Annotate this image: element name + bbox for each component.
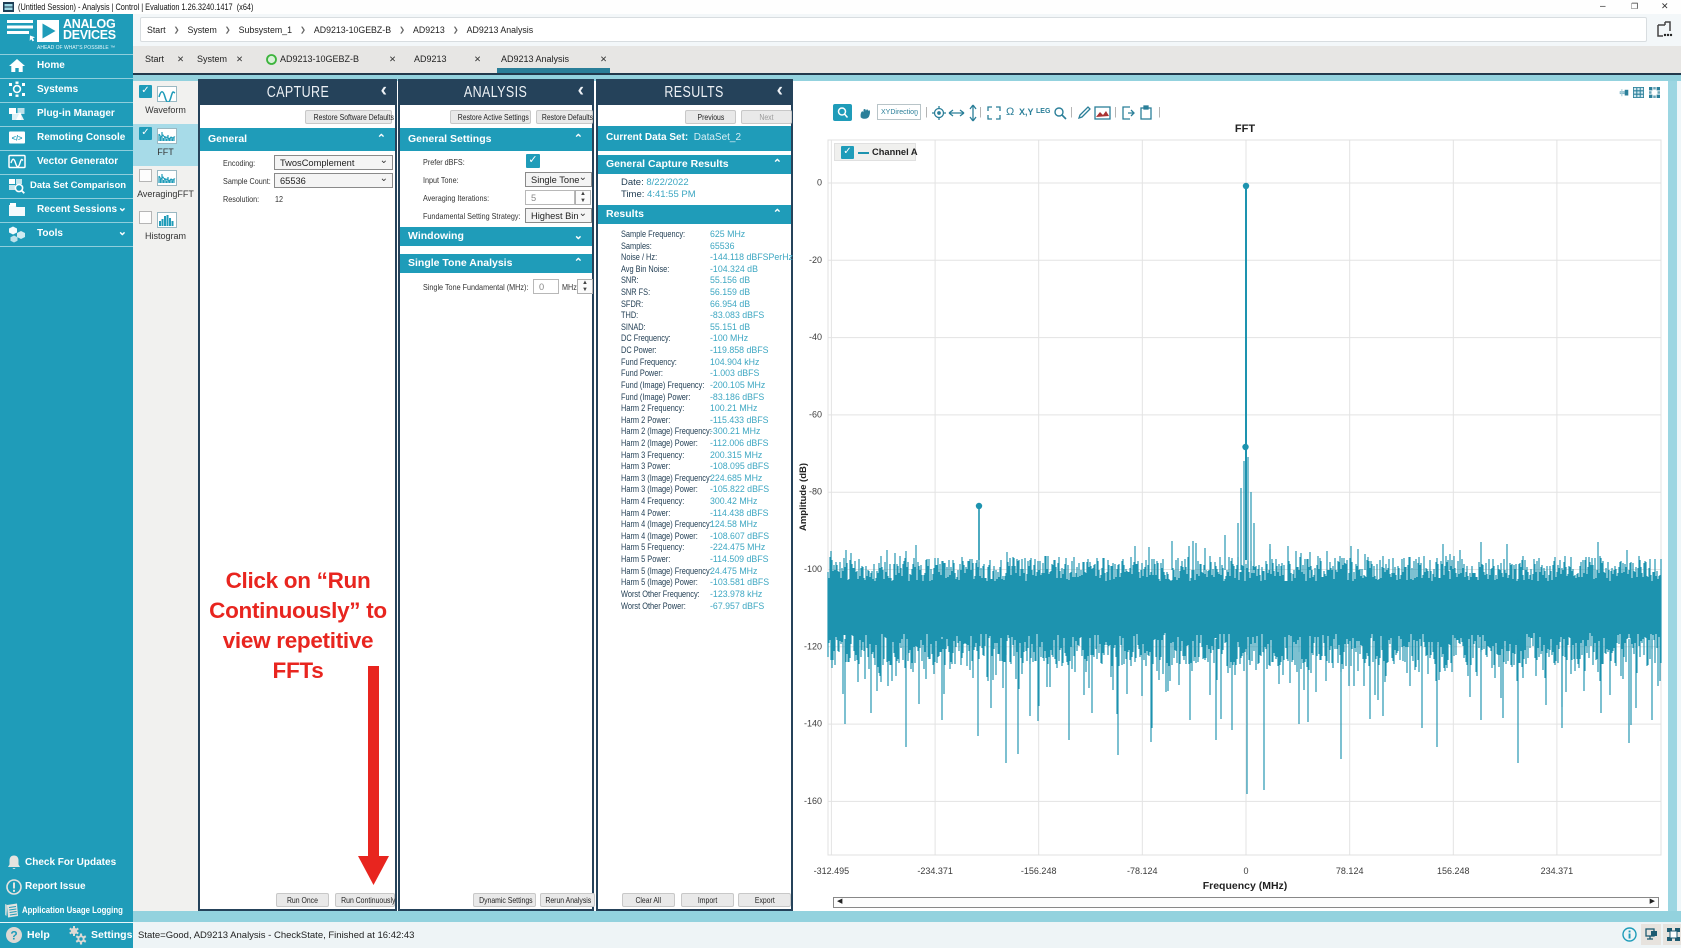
svg-text:-160: -160 (804, 796, 822, 806)
svg-text:0: 0 (817, 178, 822, 188)
svg-text:Frequency (MHz): Frequency (MHz) (1203, 880, 1288, 892)
svg-text:0: 0 (1243, 866, 1248, 876)
svg-text:156.248: 156.248 (1437, 866, 1470, 876)
svg-text:-156.248: -156.248 (1021, 866, 1057, 876)
svg-text:-120: -120 (804, 641, 822, 651)
svg-text:-60: -60 (809, 409, 822, 419)
svg-text:-40: -40 (809, 332, 822, 342)
svg-text:-20: -20 (809, 255, 822, 265)
svg-text:</>: </> (12, 133, 23, 142)
svg-text:234.371: 234.371 (1541, 866, 1574, 876)
svg-text:-100: -100 (804, 564, 822, 574)
svg-text:FFT: FFT (1235, 123, 1255, 135)
svg-text:78.124: 78.124 (1336, 866, 1364, 876)
svg-text:-80: -80 (809, 487, 822, 497)
svg-text:-312.495: -312.495 (814, 866, 850, 876)
svg-text:-140: -140 (804, 719, 822, 729)
svg-text:-78.124: -78.124 (1127, 866, 1158, 876)
svg-text:-234.371: -234.371 (917, 866, 953, 876)
svg-text:Amplitude (dB): Amplitude (dB) (798, 463, 809, 531)
svg-text:?: ? (10, 929, 17, 943)
